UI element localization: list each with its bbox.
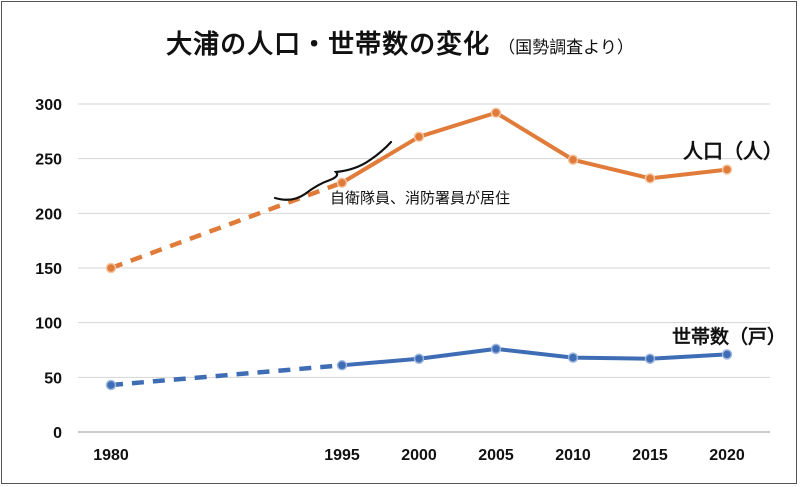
x-tick-label: 2005	[478, 447, 514, 464]
series-segment-dashed	[110, 180, 343, 271]
series-label: 世帯数（戸）	[672, 325, 786, 348]
chart-title: 大浦の人口・世帯数の変化 （国勢調査より）	[0, 24, 800, 61]
y-tick-label: 250	[35, 152, 62, 169]
x-tick-label: 2015	[632, 447, 668, 464]
data-point	[567, 352, 579, 363]
series-line	[340, 346, 729, 368]
y-tick-label: 200	[35, 206, 62, 223]
x-tick-label: 2000	[401, 447, 437, 464]
y-tick-label: 50	[44, 370, 62, 387]
y-tick-label: 0	[53, 425, 62, 442]
x-tick-label: 2010	[555, 447, 591, 464]
series-segment-dashed	[110, 363, 343, 388]
data-point	[105, 262, 117, 274]
data-point	[567, 154, 579, 166]
series-label: 人口（人）	[683, 139, 783, 163]
data-point	[336, 360, 348, 371]
x-tick-label: 1980	[93, 447, 129, 464]
data-point	[336, 177, 348, 188]
annotation-brace	[273, 140, 393, 201]
y-tick-label: 100	[35, 316, 62, 333]
data-point	[105, 379, 117, 391]
data-point	[721, 164, 733, 175]
data-point	[490, 343, 502, 355]
data-point	[490, 107, 502, 118]
chart-title-main: 大浦の人口・世帯数の変化	[166, 30, 491, 60]
data-point	[721, 349, 733, 360]
series-line	[340, 110, 729, 185]
data-point	[644, 353, 656, 364]
data-point	[413, 353, 425, 364]
x-tick-label: 2020	[709, 447, 745, 464]
x-tick-label: 1995	[324, 447, 360, 464]
annotation-text: 自衛隊員、消防署員が居住	[330, 189, 510, 207]
data-point	[644, 173, 656, 184]
chart-subtitle: （国勢調査より）	[498, 38, 634, 58]
y-tick-label: 300	[35, 97, 62, 114]
y-tick-label: 150	[35, 261, 62, 278]
data-point	[413, 131, 425, 143]
